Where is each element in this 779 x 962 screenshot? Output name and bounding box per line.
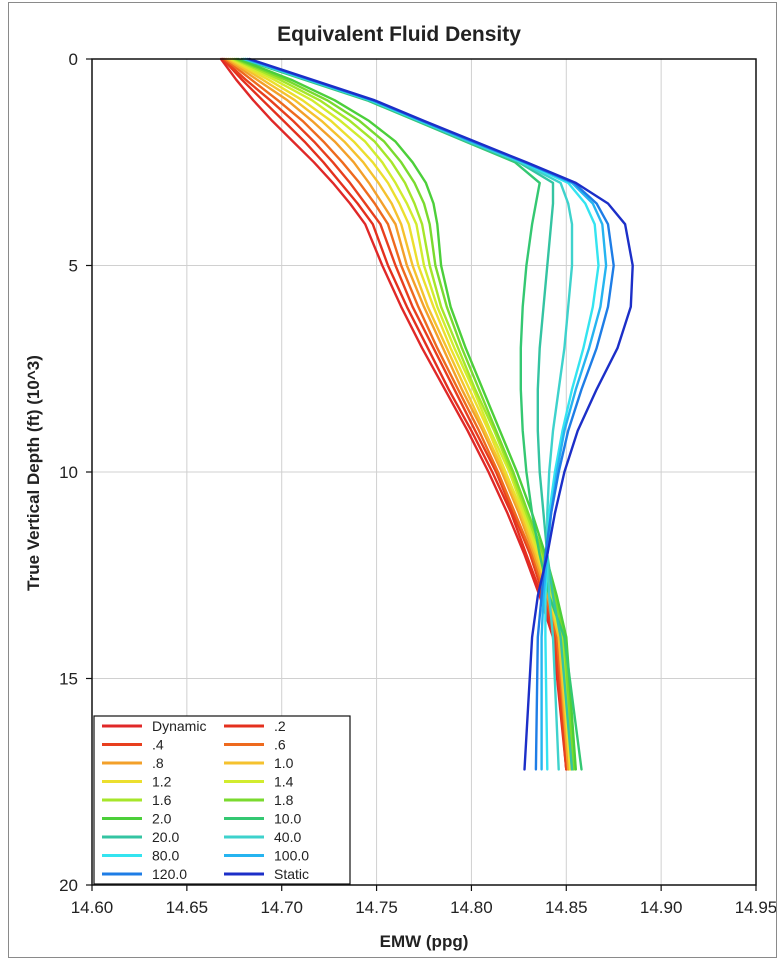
legend-label: .8	[152, 755, 164, 771]
y-tick-label: 15	[59, 670, 78, 689]
series-line	[227, 57, 572, 771]
legend: Dynamic .2 .4 .6 .8 1.0 1.2 1.4 1.6 1.8 2.0 10.0 20.…	[93, 715, 351, 885]
legend-label: 80.0	[152, 848, 179, 864]
chart-frame: Equivalent Fluid Density 14.60 14.65 14.70…	[8, 2, 777, 958]
x-tick-label: 14.60	[71, 898, 114, 917]
series-line	[236, 57, 577, 771]
legend-label: .6	[274, 737, 286, 753]
x-axis-label: EMW (ppg)	[380, 932, 469, 951]
x-tick-label: 14.85	[545, 898, 588, 917]
legend-label: 120.0	[152, 866, 187, 882]
series-line	[231, 57, 574, 771]
series-line	[219, 57, 568, 771]
chart-title: Equivalent Fluid Density	[277, 23, 521, 46]
legend-label: .4	[152, 737, 164, 753]
legend-label: 1.6	[152, 792, 172, 808]
legend-label: 2.0	[152, 811, 172, 827]
y-tick-label: 10	[59, 463, 78, 482]
x-tick-label: 14.95	[735, 898, 776, 917]
y-tick-label: 5	[69, 257, 78, 276]
series-line	[221, 57, 568, 771]
series-line	[244, 57, 608, 771]
series-line	[248, 57, 634, 771]
x-tick-label: 14.90	[640, 898, 683, 917]
series-line	[225, 57, 570, 771]
series-line	[244, 57, 600, 771]
x-axis-ticks: 14.60 14.65 14.70 14.75 14.80 14.85 14.90 14.95	[71, 885, 777, 917]
legend-label: 1.8	[274, 792, 294, 808]
y-axis-ticks: 0 5 10 15 20	[59, 50, 92, 895]
x-tick-label: 14.75	[355, 898, 398, 917]
legend-label: Dynamic	[152, 718, 206, 734]
y-tick-label: 20	[59, 876, 78, 895]
legend-label: Static	[274, 866, 309, 882]
series-line	[229, 57, 572, 771]
series-line	[223, 57, 570, 771]
legend-label: 10.0	[274, 811, 301, 827]
x-tick-label: 14.65	[166, 898, 209, 917]
legend-label: 20.0	[152, 829, 179, 845]
series-line	[221, 57, 568, 771]
legend-label: .2	[274, 718, 286, 734]
efd-chart: Equivalent Fluid Density 14.60 14.65 14.70…	[24, 23, 777, 951]
x-tick-label: 14.70	[260, 898, 303, 917]
series-line	[234, 57, 576, 771]
y-tick-label: 0	[69, 50, 78, 69]
legend-label: 40.0	[274, 829, 301, 845]
legend-label: 1.4	[274, 774, 294, 790]
legend-label: 1.0	[274, 755, 294, 771]
legend-label: 100.0	[274, 848, 309, 864]
legend-label: 1.2	[152, 774, 172, 790]
series-lines	[219, 57, 634, 771]
y-axis-label: True Vertical Depth (ft) (10^3)	[24, 355, 43, 591]
x-tick-label: 14.80	[450, 898, 493, 917]
